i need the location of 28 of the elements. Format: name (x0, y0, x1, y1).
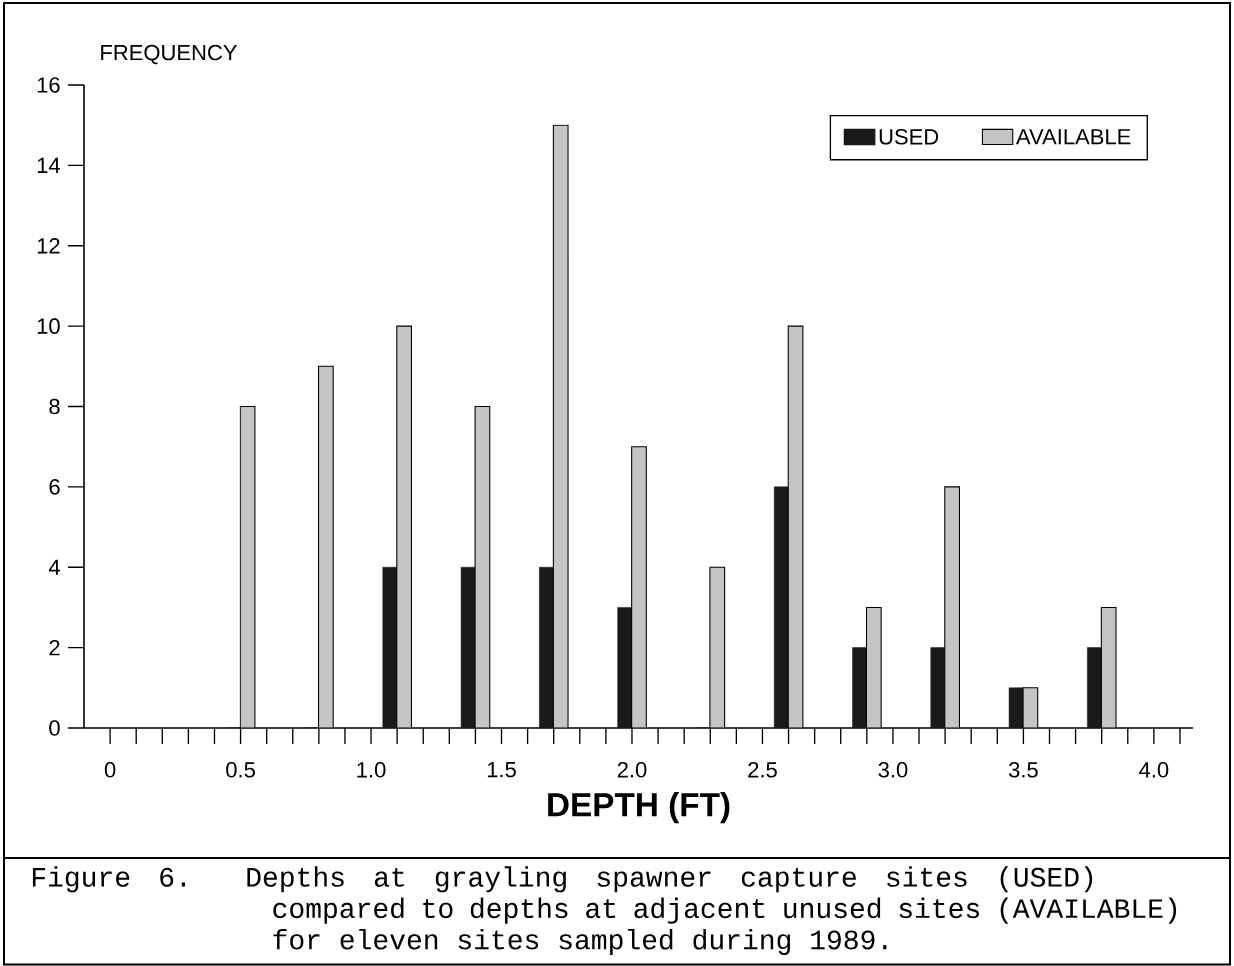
x-tick-label: 2.5 (748, 762, 777, 778)
y-tick-label: 10 (37, 318, 60, 334)
y-tick-label: 12 (37, 238, 60, 254)
bar (631, 446, 647, 728)
x-tick-label: 0 (104, 762, 116, 778)
x-tick-label: 1.0 (357, 762, 386, 778)
legend-label: USED (879, 129, 939, 145)
y-tick-label: 0 (49, 720, 60, 736)
bar (317, 365, 334, 728)
y-tick-label: 16 (37, 77, 60, 93)
y-axis-title: FREQUENCY (101, 44, 238, 65)
legend-label: AVAILABLE (1015, 129, 1131, 145)
y-tick-label: 8 (49, 398, 60, 415)
x-tick-label: 2.0 (617, 762, 647, 778)
y-tick-label: 6 (49, 479, 60, 495)
caption: Figure 6. Depths at grayling spawner capture sites (USED) compared to depths at adjacent unused sites (AVAILABLE) for eleven sites sampled during 1989. (32, 866, 1177, 956)
bar (865, 606, 882, 728)
x-tick-label: 3.0 (878, 762, 908, 778)
x-axis-title: DEPTH (FT) (548, 792, 730, 824)
x-tick-label: 1.5 (487, 762, 516, 778)
bar (944, 486, 960, 728)
y-tick-label: 14 (37, 157, 60, 173)
bar (396, 325, 413, 728)
y-tick-label: 4 (48, 559, 60, 575)
x-tick-label: 0.5 (226, 762, 255, 778)
x-tick-label: 4.0 (1139, 762, 1169, 778)
y-tick-label: 2 (49, 639, 60, 656)
x-tick-label: 3.5 (1008, 762, 1038, 778)
